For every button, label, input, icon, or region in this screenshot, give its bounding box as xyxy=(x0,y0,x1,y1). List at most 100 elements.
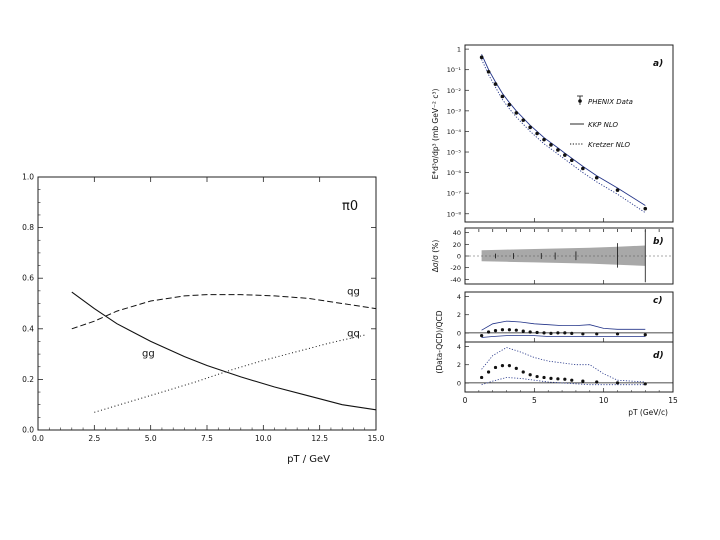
panel-c-data-point xyxy=(528,330,532,334)
panel-c-data-point xyxy=(570,331,574,335)
panel-d-data-point xyxy=(493,365,498,370)
panel-d-data-point xyxy=(570,378,574,382)
right-x-axis-label: pT (GeV/c) xyxy=(628,408,668,417)
panel-a-y-tick-label: 10⁻⁶ xyxy=(447,169,462,177)
panel-d-data-point xyxy=(581,379,585,383)
data-point-phenix xyxy=(514,111,519,115)
series-line-qg xyxy=(71,294,377,330)
data-point-phenix xyxy=(479,55,484,60)
left-x-axis-label: pT / GeV xyxy=(287,454,330,465)
panel-c-data-point xyxy=(493,329,498,333)
legend-label-kkp: KKP NLO xyxy=(588,121,619,129)
left-x-tick-label: 10.0 xyxy=(255,434,272,443)
left-x-tick-label: 7.5 xyxy=(201,434,213,443)
legend-data-marker xyxy=(578,99,582,103)
panel-c-data-point xyxy=(514,328,518,332)
panel-cd-y-axis-label: (Data-QCD)/QCD xyxy=(435,310,444,373)
data-point-phenix xyxy=(563,153,567,157)
panel-d-data-point xyxy=(507,364,511,368)
panel-c-data-point xyxy=(535,330,539,335)
panel-c-upper-curve xyxy=(481,320,646,331)
panel-b-y-tick-label: 0 xyxy=(457,253,461,261)
panel-d-data-point xyxy=(549,376,553,380)
panel-d-data-point xyxy=(480,375,484,380)
series-line-qq xyxy=(94,334,365,413)
panel-b-y-tick-label: -20 xyxy=(450,264,461,272)
left-x-tick-label: 0.0 xyxy=(32,434,44,443)
panel-c-data-point xyxy=(595,332,599,336)
panel-a-y-tick-label: 10⁻⁵ xyxy=(447,149,462,157)
data-point-phenix xyxy=(615,188,620,192)
panel-a-y-tick-label: 10⁻¹ xyxy=(447,66,462,74)
panel-a-legend: PHENIX Data KKP NLO Kretzer NLO xyxy=(570,95,633,149)
panel-d-y-tick-label: 4 xyxy=(457,343,461,351)
panel-d-frame xyxy=(464,341,674,393)
panel-d-data-point xyxy=(615,381,620,385)
panel-b-y-tick-label: 40 xyxy=(453,229,461,237)
legend-label-phenix: PHENIX Data xyxy=(588,98,633,106)
panel-d-data-point xyxy=(595,380,599,384)
panel-b-tag: b) xyxy=(653,237,664,247)
panel-d-upper-curve xyxy=(481,347,646,383)
panel-a-tag: a) xyxy=(653,59,663,69)
data-point-phenix xyxy=(500,94,505,99)
data-point-phenix xyxy=(556,148,560,152)
left-y-tick-label: 0.8 xyxy=(22,223,34,232)
panel-d-data-point xyxy=(563,377,567,381)
panel-c-data-point xyxy=(643,333,647,337)
panel-b-y-axis-label: Δσ/σ (%) xyxy=(431,240,440,273)
left-y-tick-label: 1.0 xyxy=(22,173,34,182)
left-y-tick-label: 0.0 xyxy=(22,426,34,435)
panel-d-data-point xyxy=(528,373,532,377)
data-point-phenix xyxy=(549,143,553,147)
left-plot-frame xyxy=(37,176,377,431)
panel-c-data-point xyxy=(486,330,491,334)
curve-label-qq: qq xyxy=(347,328,360,339)
left-y-tick-label: 0.2 xyxy=(22,375,34,384)
panel-d-data-point xyxy=(542,375,546,380)
legend-label-kretzer: Kretzer NLO xyxy=(588,141,631,149)
panel-a-y-tick-label: 10⁻³ xyxy=(447,107,462,115)
left-x-tick-label: 12.5 xyxy=(311,434,328,443)
panel-d-data-point xyxy=(556,377,560,381)
panel-c-lower-curve xyxy=(481,335,646,338)
data-point-phenix xyxy=(521,118,526,122)
panel-c-y-tick-label: 0 xyxy=(457,329,461,337)
panel-c-data-point xyxy=(615,332,620,336)
panel-c-data-point xyxy=(556,331,560,335)
panel-a-frame xyxy=(464,44,674,223)
panel-d-y-tick-label: 0 xyxy=(457,379,461,387)
panel-c-tag: c) xyxy=(653,296,662,306)
left-x-tick-label: 5.0 xyxy=(145,434,157,443)
panel-d-data-point xyxy=(514,366,518,370)
panel-c-data-point xyxy=(581,332,585,336)
panel-a-y-tick-label: 10⁻⁷ xyxy=(447,190,462,198)
panel-d-data-point xyxy=(500,364,505,368)
panel-d-y-tick-label: 2 xyxy=(457,361,461,369)
panel-c-data-point xyxy=(521,329,525,333)
data-point-phenix xyxy=(581,166,585,171)
panel-a-y-tick-label: 10⁻² xyxy=(447,87,462,95)
left-y-tick-label: 0.4 xyxy=(22,324,34,333)
left-y-tick-label: 0.6 xyxy=(22,274,34,283)
left-annotation: π0 xyxy=(342,199,358,214)
panel-c-data-point xyxy=(507,328,511,332)
data-point-phenix xyxy=(535,131,539,136)
panel-c-y-tick-label: 2 xyxy=(457,311,461,319)
panel-c-data-point xyxy=(542,331,546,335)
data-point-phenix xyxy=(569,158,574,163)
series-line-kkp-nlo xyxy=(481,54,646,206)
data-point-phenix xyxy=(542,137,546,142)
panel-a-y-tick-label: 10⁻⁴ xyxy=(447,128,462,136)
panel-d-data-point xyxy=(643,382,647,386)
data-point-phenix xyxy=(493,82,498,86)
left-x-tick-label: 15.0 xyxy=(368,434,385,443)
data-point-phenix xyxy=(594,175,599,180)
left-chart: 0.0 2.5 5.0 7.5 10.0 12.5 15.0 0.0 0.2 0.4 0.6 0.8 1… xyxy=(22,173,385,466)
panel-d-data-point xyxy=(521,370,525,374)
curve-label-qg: qg xyxy=(347,287,360,298)
panel-a-y-tick-label: 10⁻⁸ xyxy=(447,210,462,218)
panel-c-data-point xyxy=(480,334,484,338)
right-x-tick-label: 5 xyxy=(532,396,537,405)
right-x-tick-label: 10 xyxy=(599,396,609,405)
